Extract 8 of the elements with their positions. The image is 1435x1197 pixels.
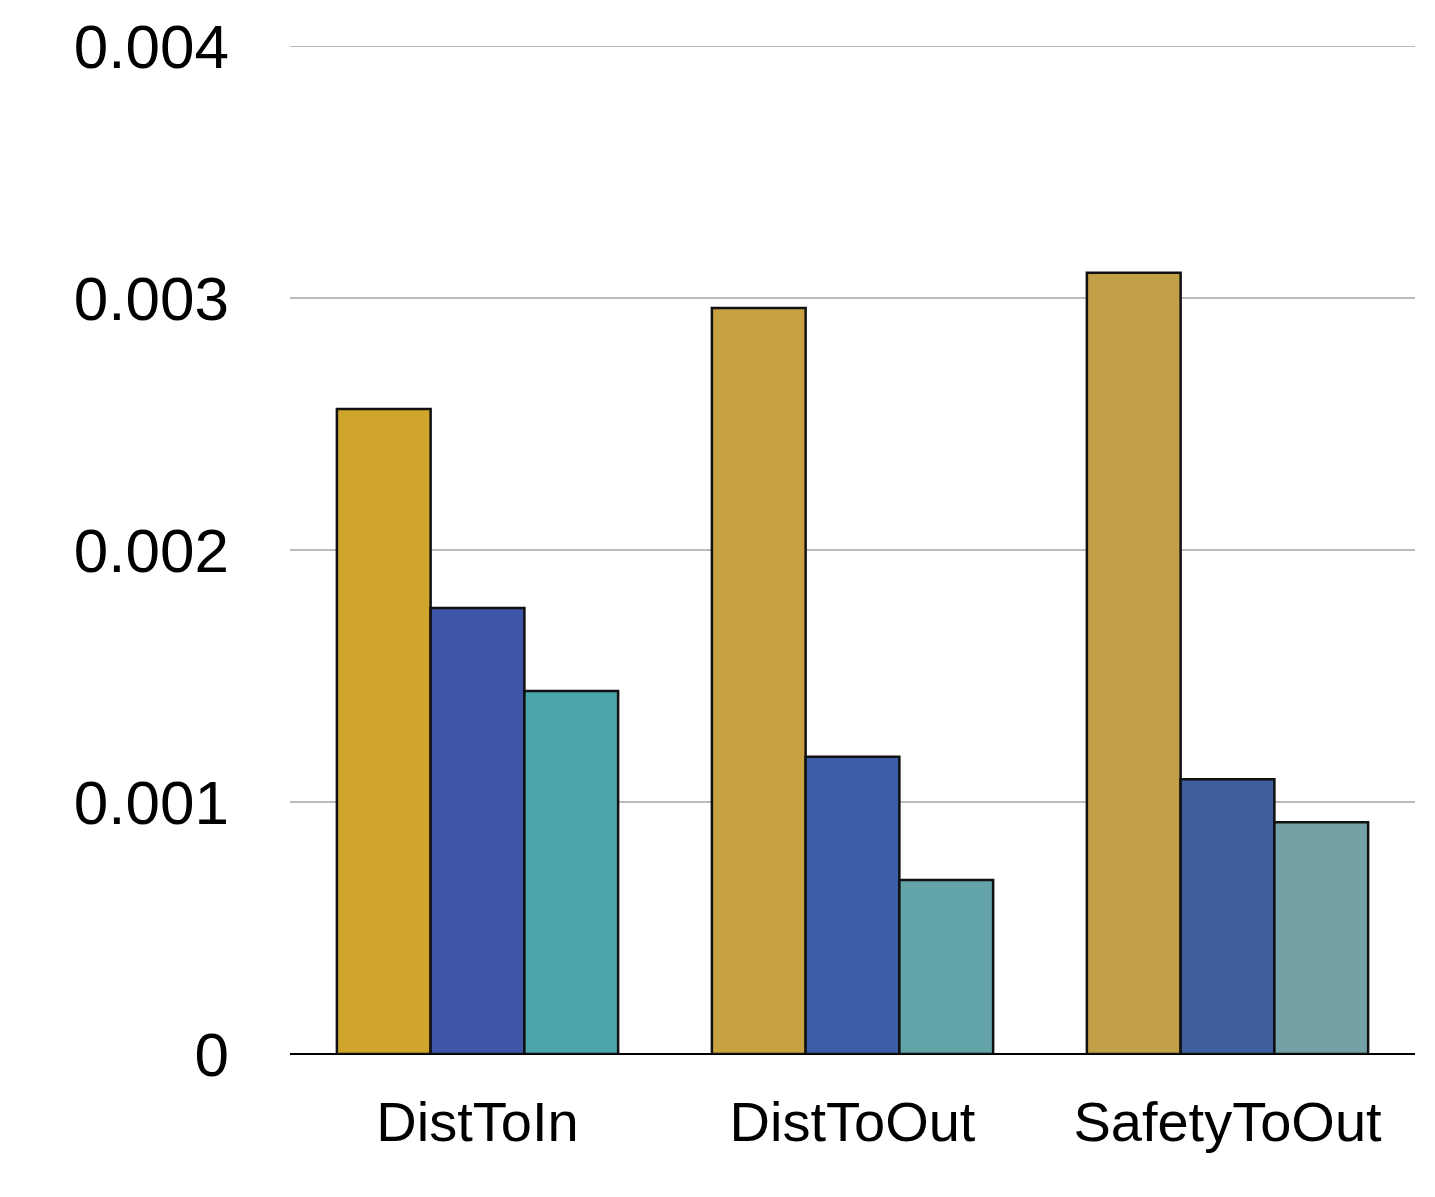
x-tick-label: DistToIn xyxy=(376,1090,579,1153)
y-tick-label: 0.003 xyxy=(73,263,229,333)
y-tick-label: 0 xyxy=(194,1019,229,1089)
x-tick-label: DistToOut xyxy=(729,1090,976,1153)
y-tick-label: 0.002 xyxy=(73,515,229,585)
y-tick-label: 0.001 xyxy=(73,767,229,837)
y-tick-label: 0.004 xyxy=(73,11,229,81)
x-tick-label: SafetyToOut xyxy=(1073,1090,1383,1153)
